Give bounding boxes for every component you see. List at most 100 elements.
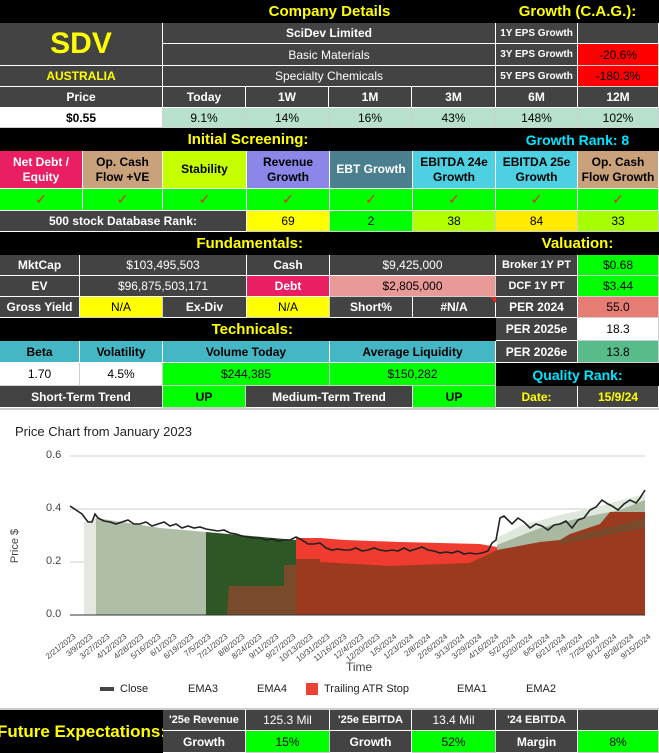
valuation-label: PER 2024 — [496, 297, 578, 318]
check-icon: ✓ — [163, 189, 247, 211]
today-header: Today — [163, 87, 246, 108]
valuation-label: Broker 1Y PT — [496, 255, 578, 276]
criterion-header: Op. Cash Flow +VE — [83, 151, 163, 189]
fundamentals-header-bar — [0, 232, 659, 255]
rev-value: 125.3 Mil — [246, 710, 330, 731]
price-chart: Price Chart from January 2023 0.6 0.4 0.… — [0, 408, 659, 710]
db-rank-label: 500 stock Database Rank: — [0, 211, 247, 232]
short-label: Short% — [330, 297, 413, 318]
ebitda-growth-label: Growth — [330, 731, 412, 753]
sector: Basic Materials — [163, 44, 496, 66]
volume-label: Volume Today — [163, 341, 330, 363]
date-label: Date: — [496, 386, 578, 408]
volatility-label: Volatility — [80, 341, 163, 363]
volume-value: $244,385 — [163, 363, 330, 386]
legend-ema1[interactable]: EMA1 — [457, 683, 487, 695]
legend-ema3[interactable]: EMA3 — [188, 683, 218, 695]
rank-value: 69 — [247, 211, 330, 232]
criterion-header: EBITDA 24e Growth — [413, 151, 496, 189]
beta-label: Beta — [0, 341, 80, 363]
cash-label: Cash — [247, 255, 330, 276]
volatility-value: 4.5% — [80, 363, 163, 386]
company-details-title: Company Details — [268, 3, 391, 20]
debt-value: $2,805,000 — [330, 276, 496, 297]
valuation-label: PER 2026e — [496, 341, 578, 363]
margin-label: Margin — [496, 731, 578, 753]
criterion-header: Op. Cash Flow Growth — [578, 151, 659, 189]
liquidity-label: Average Liquidity — [330, 341, 496, 363]
cash-value: $9,425,000 — [330, 255, 496, 276]
eps-5y-label: 5Y EPS Growth — [496, 66, 578, 87]
legend-close[interactable]: Close — [100, 683, 148, 695]
screening-header-bar — [0, 128, 659, 151]
check-icon: ✓ — [0, 189, 83, 211]
gross-yield-label: Gross Yield — [0, 297, 80, 318]
eps-1y-label: 1Y EPS Growth — [496, 23, 578, 44]
atr-swatch-icon — [306, 683, 318, 695]
check-icon: ✓ — [83, 189, 163, 211]
ytick-06: 0.6 — [46, 449, 62, 461]
mktcap-value: $103,495,503 — [80, 255, 247, 276]
ytick-04: 0.4 — [46, 502, 62, 514]
1m-header: 1M — [329, 87, 412, 108]
future-title: Future Expectations: — [0, 710, 163, 753]
liquidity-value: $150,282 — [330, 363, 496, 386]
company-header-bar — [0, 0, 659, 23]
mktcap-label: MktCap — [0, 255, 80, 276]
legend-ema2[interactable]: EMA2 — [526, 683, 556, 695]
valuation-value: $0.68 — [578, 255, 659, 276]
comment-marker-icon — [490, 297, 496, 303]
rank-value: 2 — [330, 211, 413, 232]
gross-yield-value: N/A — [80, 297, 163, 318]
valuation-value: 18.3 — [578, 318, 659, 341]
ebitda24-value — [578, 710, 659, 731]
6m-header: 6M — [496, 87, 578, 108]
1m-change: 16% — [329, 108, 412, 128]
eps-3y-value: -20.6% — [578, 44, 659, 66]
3m-header: 3M — [412, 87, 496, 108]
check-icon: ✓ — [496, 189, 578, 211]
growth-rank: Growth Rank: 8 — [525, 131, 630, 148]
margin-value: 8% — [578, 731, 659, 753]
growth-cag-title: Growth (C.A.G.): — [518, 3, 637, 20]
check-icon: ✓ — [578, 189, 659, 211]
chart-title: Price Chart from January 2023 — [15, 424, 193, 439]
beta-value: 1.70 — [0, 363, 80, 386]
legend-atr-stop[interactable]: Trailing ATR Stop — [306, 683, 409, 695]
3m-change: 43% — [412, 108, 496, 128]
quality-rank: Quality Rank: — [496, 363, 659, 386]
ev-label: EV — [0, 276, 80, 297]
screening-title: Initial Screening: — [187, 131, 309, 148]
valuation-label: PER 2025e — [496, 318, 578, 341]
check-icon: ✓ — [330, 189, 413, 211]
eps-1y-value — [578, 23, 659, 44]
rank-value: 84 — [496, 211, 578, 232]
ytick-02: 0.2 — [46, 555, 62, 567]
ytick-00: 0.0 — [46, 608, 62, 620]
criterion-header: EBT Growth — [330, 151, 413, 189]
y-axis-label: Price $ — [9, 528, 22, 564]
12m-header: 12M — [578, 87, 659, 108]
chart-plot — [69, 455, 646, 616]
ev-value: $96,875,503,171 — [80, 276, 247, 297]
ebitda-growth-value: 52% — [412, 731, 496, 753]
ebitda-value: 13.4 Mil — [412, 710, 496, 731]
company-name: SciDev Limited — [163, 23, 496, 44]
eps-5y-value: -180.3% — [578, 66, 659, 87]
x-axis-label: Time — [346, 660, 373, 674]
rev-growth-value: 15% — [246, 731, 330, 753]
legend-ema4[interactable]: EMA4 — [257, 683, 287, 695]
ebitda24-label: '24 EBITDA — [496, 710, 578, 731]
country: AUSTRALIA — [0, 66, 163, 87]
rev-label: '25e Revenue — [163, 710, 246, 731]
rank-value: 33 — [578, 211, 659, 232]
medium-trend-label: Medium-Term Trend — [246, 386, 413, 408]
price-header: Price — [0, 87, 163, 108]
criterion-header: EBITDA 25e Growth — [496, 151, 578, 189]
ticker: SDV — [0, 23, 163, 66]
technicals-header-bar — [0, 318, 496, 341]
1w-change: 14% — [246, 108, 329, 128]
rev-growth-label: Growth — [163, 731, 246, 753]
valuation-value: 55.0 — [578, 297, 659, 318]
1w-header: 1W — [246, 87, 329, 108]
